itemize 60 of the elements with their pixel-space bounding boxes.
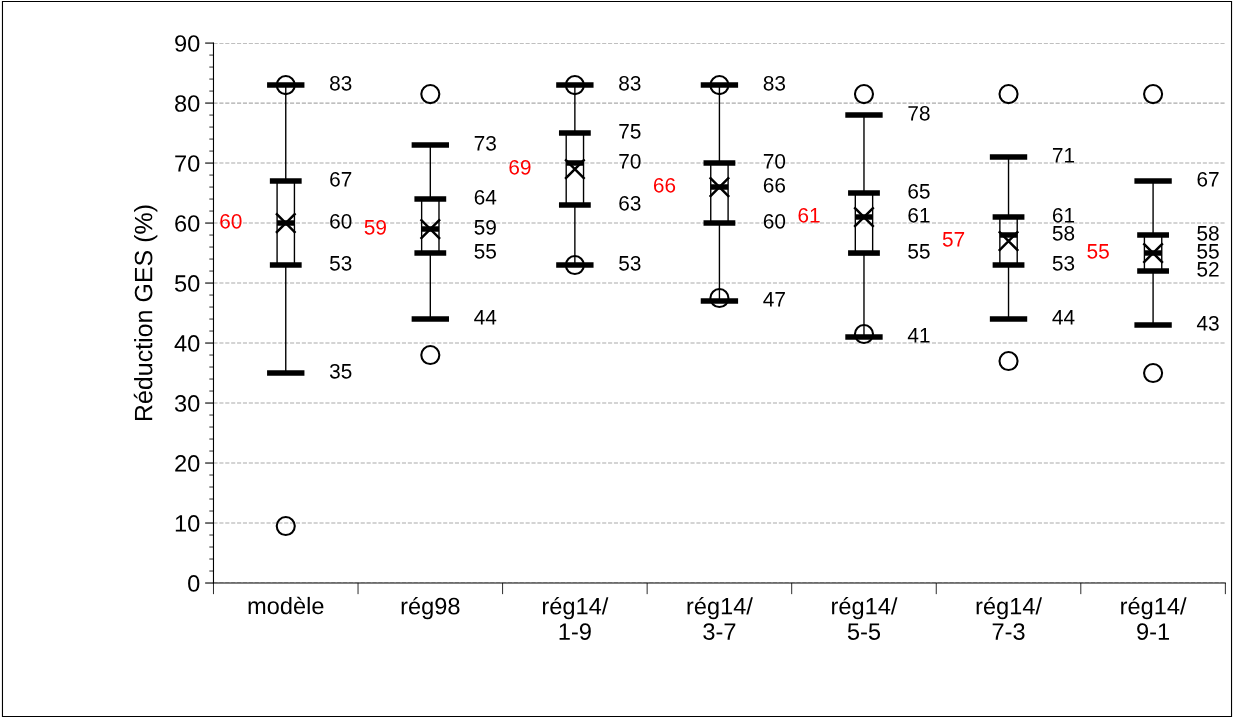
- annotation: 60: [220, 213, 242, 229]
- annotation: 70: [619, 153, 641, 169]
- annotation: 55: [908, 244, 930, 259]
- annotation: 67: [330, 171, 352, 187]
- y-tick-label: 80: [175, 95, 200, 112]
- annotation: 61: [1052, 207, 1075, 223]
- annotation: 66: [653, 177, 676, 193]
- annotation: 35: [329, 363, 352, 379]
- annotation: 63: [619, 195, 641, 211]
- annotation: 61: [908, 207, 930, 223]
- annotation: 52: [1197, 261, 1219, 277]
- annotation: 61: [798, 207, 820, 223]
- annotation: 73: [474, 135, 496, 151]
- annotation: 69: [509, 159, 531, 175]
- annotation: 59: [364, 219, 386, 235]
- annotation: 78: [908, 105, 930, 121]
- annotation: 53: [1052, 255, 1075, 271]
- annotation: 70: [763, 153, 786, 169]
- annotation: 58: [1197, 225, 1219, 241]
- annotation: 41: [907, 328, 930, 343]
- annotation: 60: [330, 213, 352, 229]
- annotation: 44: [1052, 310, 1075, 325]
- x-tick-label: rég14/ 9-1: [1121, 596, 1187, 640]
- x-tick-label: rég98: [401, 596, 460, 620]
- annotation: 44: [474, 310, 497, 325]
- annotation: 55: [474, 244, 496, 259]
- y-tick-label: 50: [174, 275, 200, 292]
- y-tick-label: 90: [175, 35, 200, 52]
- annotation: 83: [330, 75, 352, 91]
- annotation: 65: [908, 183, 930, 199]
- annotation: 47: [763, 292, 785, 307]
- annotation: 64: [474, 189, 497, 205]
- y-tick-label: 60: [175, 215, 200, 232]
- annotation: 60: [763, 213, 786, 229]
- annotation: 59: [474, 219, 496, 235]
- x-tick-label: rég14/ 3-7: [687, 596, 753, 640]
- annotation: 83: [619, 75, 641, 91]
- annotation: 53: [619, 255, 641, 271]
- annotation: 57: [942, 232, 965, 247]
- x-tick-label: rég14/ 5-5: [832, 596, 898, 640]
- y-tick-label: 70: [175, 155, 200, 172]
- y-tick-label: 40: [174, 335, 200, 352]
- annotation: 55: [1197, 244, 1219, 259]
- y-axis-title: Réduction GES (%): [133, 205, 158, 421]
- annotation: 71: [1052, 148, 1075, 163]
- annotation: 53: [329, 255, 352, 271]
- annotation: 55: [1087, 244, 1109, 259]
- x-tick-label: modèle: [248, 596, 324, 615]
- y-tick-label: 30: [174, 395, 200, 412]
- y-tick-label: 20: [175, 455, 200, 472]
- y-tick-label: 10: [175, 515, 200, 532]
- y-tick-label: 0: [188, 575, 200, 592]
- annotation: 83: [763, 75, 786, 91]
- annotation: 66: [763, 177, 786, 193]
- x-tick-label: rég14/ 1-9: [542, 596, 609, 640]
- annotation: 67: [1197, 171, 1219, 187]
- annotation: 43: [1196, 315, 1219, 331]
- annotation: 75: [619, 124, 641, 139]
- x-tick-label: rég14/ 7-3: [976, 596, 1043, 640]
- annotation: 58: [1052, 225, 1075, 241]
